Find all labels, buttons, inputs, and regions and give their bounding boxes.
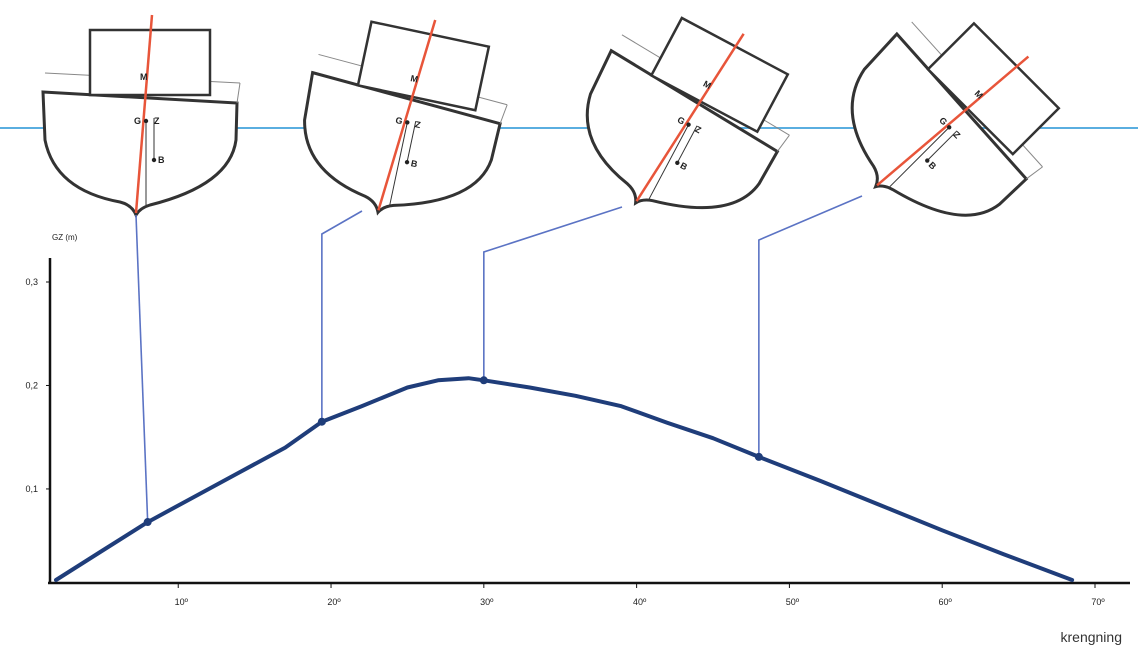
connector-line [758,195,863,457]
ship-b-point [151,157,157,163]
ship-label-m: M [140,72,148,82]
curve-highlight-point [479,376,488,385]
x-tick-label: 70º [1091,597,1105,607]
ship-label-b: B [158,155,165,165]
ship-label-g: G [134,116,141,126]
ship-g-point [405,120,410,125]
ship-label-m: M [702,79,713,91]
connector-line [321,210,363,422]
ship-label-z: Z [414,119,422,130]
ship-b-point [404,160,410,165]
ship-label-g: G [676,115,687,127]
ship-label-z: Z [154,116,160,126]
y-axis-label: GZ (m) [52,233,78,242]
ship-force-line [389,123,408,205]
ship-g-point [946,125,952,130]
ship-label-b: B [679,160,690,172]
ship-deck-edge [236,82,241,104]
ship-deck-edge [776,134,790,152]
ship-g-point [143,118,149,124]
ship-centerline [134,14,154,214]
curve-highlight-point [754,452,763,461]
curve-highlight-point [317,417,326,426]
connector-line [135,214,149,523]
ship-force-line [926,130,958,161]
ship-label-b: B [410,158,419,169]
ship-label-z: Z [951,129,962,140]
ship-label-g: G [395,115,404,126]
ship-centerline [876,55,1030,187]
ship-hull [303,70,502,216]
x-tick-label: 20º [327,597,341,607]
y-tick-label: 0,2 [25,380,38,390]
ship-diagram: M GZ B [585,16,790,210]
x-tick-label: 40º [633,597,647,607]
ship-label-z: Z [693,124,703,136]
ship-deck-edge [1025,166,1043,180]
ship-force-line [889,127,949,188]
x-tick-label: 30º [480,597,494,607]
gz-curve-line [54,376,1075,582]
connector-line [483,206,623,381]
ship-force-line [648,125,689,200]
x-tick-label: 60º [939,597,953,607]
ship-label-m: M [410,73,419,84]
ship-diagram: M G Z B [41,14,241,219]
chart-axes [48,258,1130,585]
x-tick-label: 10º [175,597,189,607]
y-tick-label: 0,1 [25,484,38,494]
x-axis-label: krengning [1060,629,1123,645]
ship-b-point [675,160,680,166]
gz-curve [54,376,1075,582]
ship-to-curve-connectors [135,195,863,523]
x-tick-labels: 10º 20º 30º 40º 50º 60º 70º [175,583,1105,607]
y-tick-label: 0,3 [25,277,38,287]
ship-centerline [635,33,745,202]
ship-g-point [686,122,691,127]
ship-force-line [406,121,417,163]
ship-centerline [377,19,437,211]
x-tick-label: 50º [786,597,800,607]
y-tick-labels: 0,1 0,2 0,3 [25,277,50,494]
ship-force-line [676,125,698,164]
ship-deck-edge [499,104,508,124]
ship-b-point [925,158,930,163]
curve-highlight-point [143,518,152,527]
